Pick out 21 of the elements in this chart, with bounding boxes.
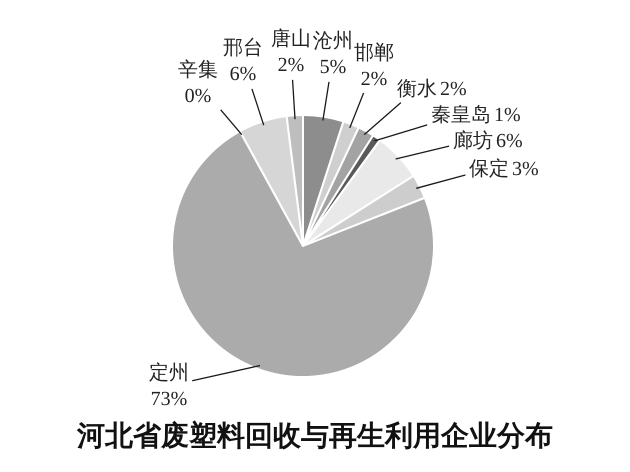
slice-label: 唐山 xyxy=(271,28,311,50)
data-label: 2% xyxy=(278,54,304,76)
data-label: 1% xyxy=(494,104,521,126)
data-label: 2% xyxy=(360,68,388,90)
slice-label: 邢台 xyxy=(223,37,263,59)
text: 河北省废塑料回收与再生利用企业分布 xyxy=(76,418,553,452)
data-label: 5% xyxy=(320,56,346,78)
data-label: 6% xyxy=(230,63,256,85)
slice-label: 廊坊 xyxy=(453,130,493,152)
slice-label: 保定 xyxy=(469,158,509,180)
data-label: 6% xyxy=(496,130,523,152)
data-label: 3% xyxy=(512,158,539,180)
data-label: 73% xyxy=(150,388,188,410)
text: 0% xyxy=(184,85,212,107)
slice-label: 定州 xyxy=(149,362,189,384)
slice-label: 邯郸 xyxy=(354,42,394,64)
slice-label: 衡水 xyxy=(397,78,437,100)
data-label: 2% xyxy=(440,78,467,100)
slice-label: 沧州 xyxy=(313,30,353,52)
category-label: 辛集 xyxy=(178,59,218,81)
slice-label: 秦皇岛 xyxy=(431,104,491,126)
